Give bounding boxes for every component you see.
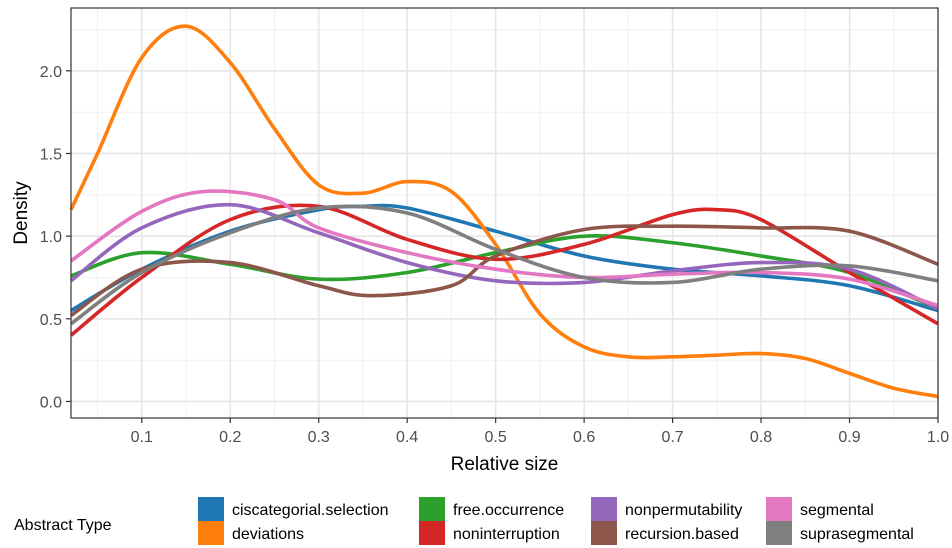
legend: ciscategorial.selection deviations free.oc… [198,497,914,545]
series-line-noninterruption [69,203,939,337]
x-tick-label: 1.0 [927,429,949,446]
x-tick-label: 0.9 [838,429,860,446]
x-axis-title: Relative size [451,454,559,475]
legend-label-free-occurrence: free.occurrence [453,502,564,519]
legend-label-suprasegmental: suprasegmental [800,526,914,543]
legend-key-segmental [766,497,792,521]
series-line-suprasegmental [69,204,939,326]
x-tick-label: 0.5 [485,429,507,446]
legend-key-noninterruption [419,521,445,545]
series-line-deviations [69,24,939,399]
legend-label-ciscategorial-selection: ciscategorial.selection [232,502,389,519]
y-tick-label: 1.0 [40,229,62,246]
x-tick-label: 0.4 [396,429,418,446]
legend-label-recursion-based: recursion.based [625,526,739,543]
legend-label-noninterruption: noninterruption [453,526,560,543]
legend-title: Abstract Type [14,517,112,534]
series-line-segmental [69,189,939,308]
legend-key-deviations [198,521,224,545]
legend-key-ciscategorial-selection [198,497,224,521]
x-axis-ticks: 0.1 0.2 0.3 0.4 0.5 0.6 0.7 0.8 0.9 1.0 [131,418,949,446]
legend-key-suprasegmental [766,521,792,545]
series-lines [69,24,939,399]
series-line-nonpermutability [69,202,939,311]
x-tick-label: 0.1 [131,429,153,446]
x-tick-label: 0.7 [661,429,683,446]
legend-label-segmental: segmental [800,502,874,519]
x-tick-label: 0.3 [308,429,330,446]
y-tick-label: 2.0 [40,64,62,81]
legend-key-recursion-based [591,521,617,545]
x-tick-label: 0.6 [573,429,595,446]
legend-key-nonpermutability [591,497,617,521]
legend-label-deviations: deviations [232,526,304,543]
y-tick-label: 1.5 [40,146,62,163]
y-axis-title: Density [11,181,32,245]
y-tick-label: 0.5 [40,312,62,329]
legend-label-nonpermutability: nonpermutability [625,502,742,519]
y-tick-label: 0.0 [40,394,62,411]
panel-border [70,7,939,419]
minor-gridlines [71,8,938,418]
y-axis-ticks: 0.0 0.5 1.0 1.5 2.0 [40,64,71,411]
legend-key-free-occurrence [419,497,445,521]
x-tick-label: 0.8 [750,429,772,446]
x-tick-label: 0.2 [219,429,241,446]
